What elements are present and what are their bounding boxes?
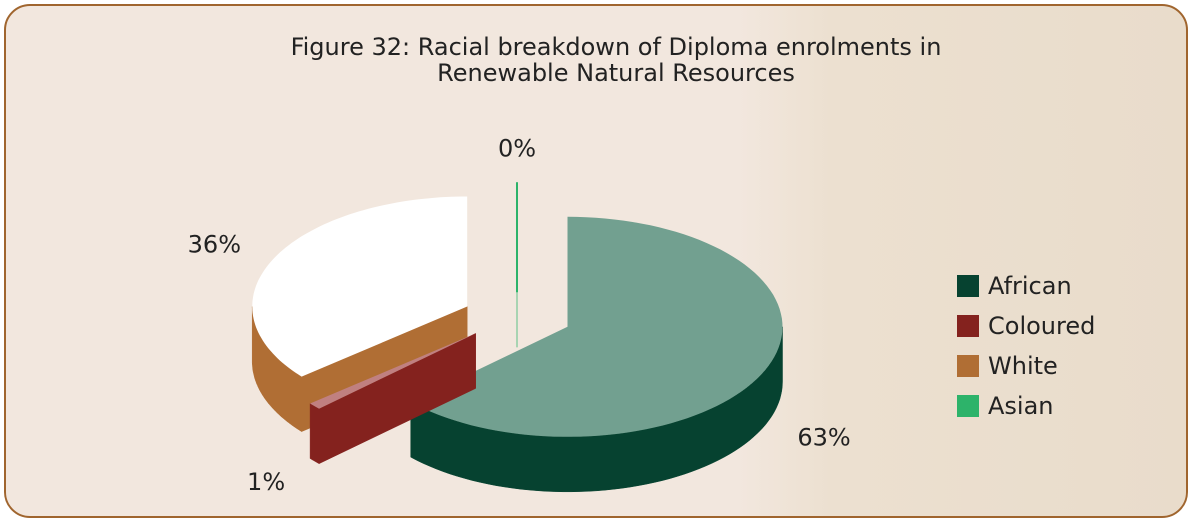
chart: 0% 36% 63% 1% African Coloured White Asian bbox=[188, 134, 1096, 496]
chart-frame: 0% 36% 63% 1% African Coloured White Asian Figu… bbox=[4, 4, 1188, 518]
data-label: 63% bbox=[797, 424, 850, 452]
legend-swatch bbox=[957, 315, 979, 337]
slice bbox=[252, 196, 468, 377]
legend-label: Coloured bbox=[988, 312, 1095, 340]
slice bbox=[310, 333, 476, 409]
data-label: 1% bbox=[247, 468, 285, 496]
legend-swatch bbox=[957, 275, 979, 297]
data-label: 36% bbox=[188, 231, 241, 259]
chart-title: Figure 32: Racial breakdown of Diploma e… bbox=[290, 33, 942, 87]
legend-swatch bbox=[957, 395, 979, 417]
legend-label: Asian bbox=[988, 392, 1054, 420]
data-label: 0% bbox=[498, 134, 536, 162]
slice-side bbox=[309, 402, 320, 465]
legend-swatch bbox=[957, 355, 979, 377]
legend-label: White bbox=[988, 352, 1058, 380]
legend-label: African bbox=[988, 272, 1072, 300]
slice bbox=[410, 216, 783, 437]
